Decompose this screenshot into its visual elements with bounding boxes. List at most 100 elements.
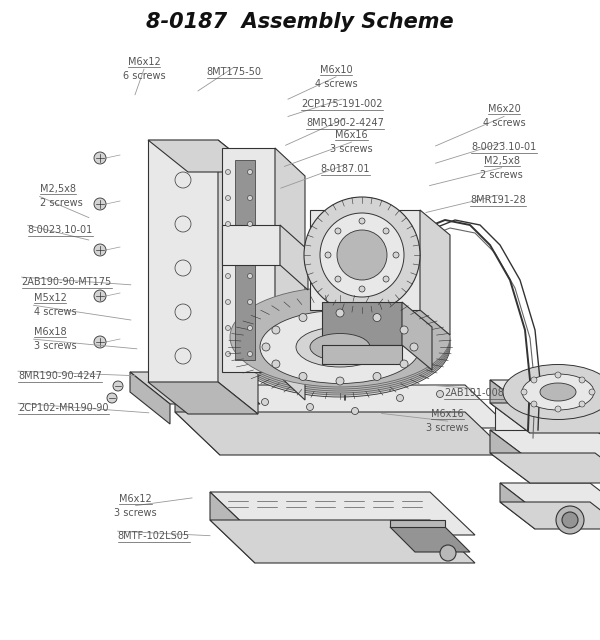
Circle shape <box>94 198 106 210</box>
Text: M2,5x8: M2,5x8 <box>484 156 520 166</box>
Text: 3 screws: 3 screws <box>114 508 157 518</box>
Text: M2,5x8: M2,5x8 <box>40 184 76 195</box>
Text: 8MR190-2-4247: 8MR190-2-4247 <box>306 118 384 129</box>
Circle shape <box>248 170 253 175</box>
Circle shape <box>248 351 253 356</box>
Circle shape <box>226 170 230 175</box>
Circle shape <box>337 230 387 280</box>
Text: M6x20: M6x20 <box>488 104 520 115</box>
Circle shape <box>373 314 381 321</box>
Ellipse shape <box>230 287 450 387</box>
Polygon shape <box>148 140 218 382</box>
Polygon shape <box>490 380 530 433</box>
Polygon shape <box>490 430 530 483</box>
Polygon shape <box>235 160 255 360</box>
Text: 2CP175-191-002: 2CP175-191-002 <box>301 99 383 109</box>
Polygon shape <box>495 385 600 430</box>
Circle shape <box>410 343 418 351</box>
Circle shape <box>94 336 106 348</box>
Circle shape <box>248 326 253 330</box>
Text: 4 screws: 4 screws <box>314 79 358 89</box>
Polygon shape <box>490 380 600 410</box>
Circle shape <box>94 152 106 164</box>
Polygon shape <box>490 430 600 460</box>
Ellipse shape <box>230 289 450 389</box>
Polygon shape <box>500 483 535 529</box>
Polygon shape <box>490 453 600 483</box>
Circle shape <box>248 273 253 278</box>
Text: 8MR190-90-4247: 8MR190-90-4247 <box>18 371 102 381</box>
Circle shape <box>94 244 106 256</box>
Polygon shape <box>210 520 475 563</box>
Circle shape <box>248 300 253 305</box>
Circle shape <box>555 406 561 412</box>
Circle shape <box>400 360 408 368</box>
Circle shape <box>383 228 389 234</box>
Circle shape <box>336 309 344 317</box>
Circle shape <box>531 401 537 407</box>
Circle shape <box>359 286 365 292</box>
Circle shape <box>94 290 106 302</box>
Circle shape <box>437 390 443 397</box>
Circle shape <box>113 381 123 391</box>
Circle shape <box>352 408 359 415</box>
Ellipse shape <box>230 291 450 391</box>
Ellipse shape <box>230 293 450 393</box>
Text: 2AB190-90-MT175: 2AB190-90-MT175 <box>22 277 112 287</box>
Polygon shape <box>322 345 402 364</box>
Circle shape <box>272 360 280 368</box>
Circle shape <box>226 300 230 305</box>
Ellipse shape <box>230 297 450 397</box>
Text: 8-0187  Assembly Scheme: 8-0187 Assembly Scheme <box>146 12 454 32</box>
Text: M6x12: M6x12 <box>128 57 160 67</box>
Circle shape <box>387 377 393 383</box>
Circle shape <box>175 348 191 364</box>
Polygon shape <box>390 527 470 552</box>
Circle shape <box>304 197 420 313</box>
Text: 4 screws: 4 screws <box>34 307 76 317</box>
Circle shape <box>521 389 527 395</box>
Circle shape <box>320 213 404 297</box>
Circle shape <box>335 276 341 282</box>
Polygon shape <box>390 520 445 527</box>
Text: 8MTF-102LS05: 8MTF-102LS05 <box>118 531 190 541</box>
Circle shape <box>336 377 344 385</box>
Polygon shape <box>322 302 402 345</box>
Polygon shape <box>210 492 255 563</box>
Text: 2AB191-008: 2AB191-008 <box>444 388 504 399</box>
Ellipse shape <box>230 295 450 395</box>
Circle shape <box>556 506 584 534</box>
Polygon shape <box>500 502 600 529</box>
Text: 3 screws: 3 screws <box>34 341 76 351</box>
Circle shape <box>262 343 270 351</box>
Circle shape <box>440 545 456 561</box>
Polygon shape <box>175 412 510 455</box>
Text: 8-0023.10-01: 8-0023.10-01 <box>28 225 93 236</box>
Polygon shape <box>310 210 420 310</box>
Polygon shape <box>222 148 275 372</box>
Text: 8-0023.10-01: 8-0023.10-01 <box>472 142 536 152</box>
Circle shape <box>226 273 230 278</box>
Text: 8-0187.01: 8-0187.01 <box>321 164 370 175</box>
Ellipse shape <box>540 383 576 401</box>
Text: 4 screws: 4 screws <box>482 118 526 129</box>
Ellipse shape <box>296 327 384 367</box>
Text: 3 screws: 3 screws <box>330 144 373 154</box>
Polygon shape <box>130 372 170 424</box>
Ellipse shape <box>260 310 420 383</box>
Circle shape <box>226 195 230 200</box>
Circle shape <box>397 394 404 401</box>
Polygon shape <box>490 403 600 433</box>
Text: M6x18: M6x18 <box>34 327 66 337</box>
Circle shape <box>373 372 381 380</box>
Ellipse shape <box>310 333 370 360</box>
Circle shape <box>226 326 230 330</box>
Polygon shape <box>275 148 305 400</box>
Polygon shape <box>500 483 600 510</box>
Ellipse shape <box>503 365 600 419</box>
Text: 2 screws: 2 screws <box>40 198 82 209</box>
Circle shape <box>393 252 399 258</box>
Circle shape <box>307 403 314 410</box>
Circle shape <box>555 372 561 378</box>
Circle shape <box>242 379 248 385</box>
